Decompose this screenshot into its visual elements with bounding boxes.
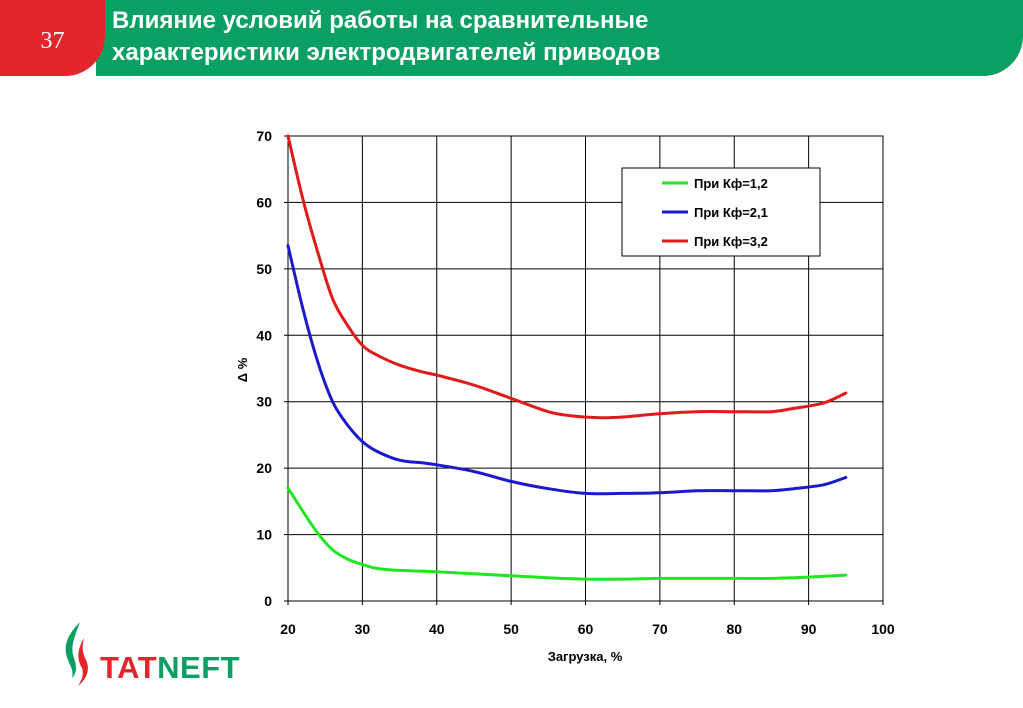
logo-text: TATNEFT xyxy=(100,650,240,686)
header-green-band xyxy=(96,0,1023,76)
slide-header: 37 Влияние условий работы на сравнительн… xyxy=(0,0,1023,76)
slide-title-line-1: Влияние условий работы на сравнительные xyxy=(112,7,649,34)
y-tick-label: 10 xyxy=(256,527,272,543)
y-tick-label: 60 xyxy=(256,194,272,210)
flame-icon xyxy=(65,622,88,686)
x-tick-label: 50 xyxy=(503,621,519,637)
series-line-1 xyxy=(286,486,848,581)
slide-number: 37 xyxy=(40,28,65,54)
y-tick-label: 30 xyxy=(256,394,272,410)
x-axis-label: Загрузка, % xyxy=(548,649,623,664)
x-tick-label: 70 xyxy=(652,621,668,637)
chart-axes: 20 30 40 50 60 70 80 90 100 0 10 20 30 40 50 60 70 xyxy=(256,128,894,637)
x-tick-label: 30 xyxy=(355,621,371,637)
chart-grid xyxy=(287,135,884,602)
y-tick-label: 0 xyxy=(264,593,272,609)
legend-label-3: При Кф=3,2 xyxy=(694,234,768,249)
y-tick-label: 50 xyxy=(256,261,272,277)
x-tick-label: 60 xyxy=(578,621,594,637)
y-axis-label: Δ % xyxy=(235,357,250,382)
tatneft-logo: TATNEFT xyxy=(58,618,298,688)
legend-label-2: При Кф=2,1 xyxy=(694,205,768,220)
y-tick-label: 70 xyxy=(256,128,272,144)
logo-text-tat: TAT xyxy=(100,650,158,685)
legend-box xyxy=(621,167,821,257)
series-line-2 xyxy=(286,244,848,496)
logo-text-neft: NEFT xyxy=(157,650,241,685)
x-tick-label: 20 xyxy=(280,621,296,637)
x-tick-label: 100 xyxy=(871,621,895,637)
y-tick-label: 40 xyxy=(256,327,272,343)
x-tick-label: 80 xyxy=(726,621,742,637)
y-tick-label: 20 xyxy=(256,460,272,476)
legend-label-1: При Кф=1,2 xyxy=(694,176,768,191)
x-tick-label: 40 xyxy=(429,621,445,637)
slide-title-line-2: характеристики электродвигателей приводо… xyxy=(112,39,661,66)
header-red-tab xyxy=(0,0,105,76)
slide-title: Влияние условий работы на сравнительные … xyxy=(112,5,972,69)
x-tick-label: 90 xyxy=(801,621,817,637)
chart-series xyxy=(286,134,848,581)
series-line-3 xyxy=(286,134,848,420)
chart-legend: При Кф=1,2 При Кф=2,1 При Кф=3,2 xyxy=(621,167,821,257)
